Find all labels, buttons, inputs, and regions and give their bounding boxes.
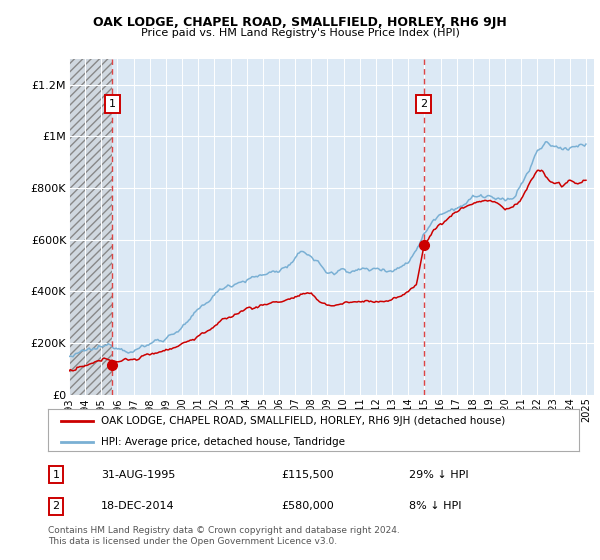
Text: HPI: Average price, detached house, Tandridge: HPI: Average price, detached house, Tand… xyxy=(101,437,345,446)
Text: 2: 2 xyxy=(421,99,427,109)
Bar xyxy=(69,59,112,395)
Text: 1: 1 xyxy=(52,470,59,480)
Text: OAK LODGE, CHAPEL ROAD, SMALLFIELD, HORLEY, RH6 9JH (detached house): OAK LODGE, CHAPEL ROAD, SMALLFIELD, HORL… xyxy=(101,416,505,426)
Text: Price paid vs. HM Land Registry's House Price Index (HPI): Price paid vs. HM Land Registry's House … xyxy=(140,28,460,38)
Text: 31-AUG-1995: 31-AUG-1995 xyxy=(101,470,175,480)
Text: Contains HM Land Registry data © Crown copyright and database right 2024.
This d: Contains HM Land Registry data © Crown c… xyxy=(48,526,400,546)
Text: £115,500: £115,500 xyxy=(281,470,334,480)
Text: 1: 1 xyxy=(109,99,116,109)
Text: 8% ↓ HPI: 8% ↓ HPI xyxy=(409,501,461,511)
Text: £580,000: £580,000 xyxy=(281,501,334,511)
Text: 18-DEC-2014: 18-DEC-2014 xyxy=(101,501,175,511)
Text: 29% ↓ HPI: 29% ↓ HPI xyxy=(409,470,469,480)
Text: OAK LODGE, CHAPEL ROAD, SMALLFIELD, HORLEY, RH6 9JH: OAK LODGE, CHAPEL ROAD, SMALLFIELD, HORL… xyxy=(93,16,507,29)
Text: 2: 2 xyxy=(52,501,59,511)
